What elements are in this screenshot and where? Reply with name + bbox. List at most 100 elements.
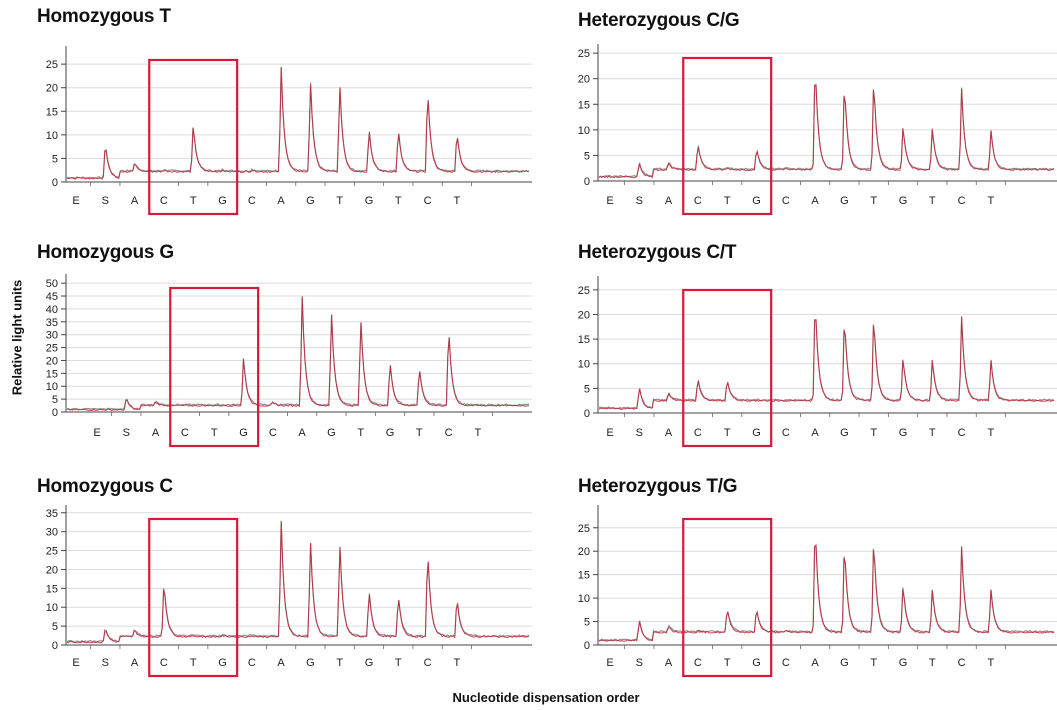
x-axis-title: Nucleotide dispensation order xyxy=(452,690,640,705)
trace-line-primary xyxy=(598,85,1054,179)
panel-title: Heterozygous C/G xyxy=(578,10,740,31)
highlight-box xyxy=(682,517,773,678)
y-tick-label: 20 xyxy=(46,355,58,367)
y-tick-label: 30 xyxy=(46,527,58,539)
y-tick-label: 15 xyxy=(46,368,58,380)
x-tick-label: S xyxy=(636,657,643,669)
y-tick-label: 5 xyxy=(52,153,58,165)
x-tick-label: E xyxy=(72,195,79,207)
y-tick-label: 25 xyxy=(578,48,590,60)
x-tick-label: C xyxy=(958,427,966,439)
x-tick-label: T xyxy=(454,195,461,207)
x-tick-label: G xyxy=(327,427,336,439)
y-axis-title: Relative light units xyxy=(9,279,25,395)
x-tick-label: A xyxy=(277,195,285,207)
y-tick-label: 0 xyxy=(52,177,58,189)
trace-line-secondary xyxy=(66,295,530,411)
y-tick-label: 25 xyxy=(46,546,58,558)
x-tick-label: A xyxy=(811,427,819,439)
x-tick-label: T xyxy=(395,195,402,207)
y-tick-label: 10 xyxy=(46,381,58,393)
x-tick-label: E xyxy=(93,427,100,439)
x-tick-label: T xyxy=(988,427,995,439)
pyrogram-panel: 0 5 10 15 20 25 30 35 E S A C T G C A G T G T C T xyxy=(46,505,532,678)
y-tick-label: 20 xyxy=(578,309,590,321)
x-tick-label: A xyxy=(277,657,285,669)
y-tick-label: 5 xyxy=(584,383,590,395)
x-tick-label: E xyxy=(72,657,79,669)
x-tick-label: S xyxy=(636,427,643,439)
x-tick-label: C xyxy=(782,657,790,669)
x-tick-label: G xyxy=(899,657,908,669)
x-tick-label: C xyxy=(782,195,790,207)
x-tick-label: E xyxy=(606,427,613,439)
trace-line-primary xyxy=(598,545,1055,642)
x-tick-label: A xyxy=(152,427,160,439)
x-tick-label: A xyxy=(665,195,673,207)
y-tick-label: 25 xyxy=(578,523,590,535)
trace-line-primary xyxy=(598,316,1054,410)
trace-line-secondary xyxy=(66,66,529,179)
x-tick-label: T xyxy=(190,195,197,207)
y-tick-label: 0 xyxy=(52,640,58,652)
x-tick-label: G xyxy=(840,195,849,207)
x-tick-label: A xyxy=(298,427,306,439)
y-tick-label: 0 xyxy=(584,408,590,420)
x-tick-label: G xyxy=(218,657,227,669)
x-tick-label: G xyxy=(752,427,761,439)
y-tick-label: 25 xyxy=(578,285,590,297)
panel-title: Homozygous C xyxy=(37,476,173,497)
y-tick-label: 0 xyxy=(584,640,590,652)
y-tick-label: 20 xyxy=(578,74,590,86)
trace-line-secondary xyxy=(598,543,1055,642)
x-tick-label: G xyxy=(218,195,227,207)
x-tick-label: C xyxy=(958,657,966,669)
x-tick-label: C xyxy=(181,427,189,439)
y-tick-label: 10 xyxy=(578,359,590,371)
y-tick-label: 10 xyxy=(578,125,590,137)
trace-line-secondary xyxy=(66,520,530,643)
x-tick-label: A xyxy=(665,427,673,439)
panel-title: Homozygous G xyxy=(37,242,174,263)
x-tick-label: S xyxy=(102,657,109,669)
x-tick-label: C xyxy=(424,657,432,669)
trace-line-primary xyxy=(66,67,530,180)
x-tick-label: C xyxy=(248,195,256,207)
trace-line-secondary xyxy=(598,316,1055,410)
x-tick-label: G xyxy=(899,427,908,439)
x-tick-label: T xyxy=(929,427,936,439)
x-tick-label: T xyxy=(190,657,197,669)
x-tick-label: T xyxy=(475,427,482,439)
x-tick-label: A xyxy=(811,657,819,669)
y-tick-label: 5 xyxy=(584,150,590,162)
x-tick-label: T xyxy=(336,195,343,207)
panel-title: Heterozygous T/G xyxy=(578,476,738,497)
y-tick-label: 5 xyxy=(52,621,58,633)
highlight-box xyxy=(169,286,260,448)
y-tick-label: 5 xyxy=(52,394,58,406)
x-tick-label: E xyxy=(606,657,613,669)
pyrogram-panel: 0 5 10 15 20 25 E S A C T G C A G T G T C T xyxy=(46,46,532,216)
panel-title: Homozygous T xyxy=(37,6,171,27)
y-tick-label: 40 xyxy=(46,304,58,316)
x-tick-label: G xyxy=(239,427,248,439)
x-tick-label: S xyxy=(636,195,643,207)
x-tick-label: C xyxy=(160,657,168,669)
x-tick-label: C xyxy=(958,195,966,207)
highlight-box xyxy=(682,56,773,216)
highlight-box xyxy=(682,288,773,448)
y-tick-label: 45 xyxy=(46,291,58,303)
x-tick-label: C xyxy=(694,195,702,207)
x-tick-label: T xyxy=(929,657,936,669)
x-tick-label: G xyxy=(840,657,849,669)
x-tick-label: T xyxy=(357,427,364,439)
pyrogram-panel: 0 5 10 15 20 25 E S A C T G C A G T G T C T xyxy=(578,44,1057,216)
x-tick-label: G xyxy=(386,427,395,439)
x-tick-label: C xyxy=(269,427,277,439)
y-tick-label: 15 xyxy=(578,570,590,582)
x-tick-label: S xyxy=(123,427,130,439)
x-tick-label: T xyxy=(988,657,995,669)
x-tick-label: T xyxy=(724,427,731,439)
trace-line-secondary xyxy=(598,83,1055,178)
